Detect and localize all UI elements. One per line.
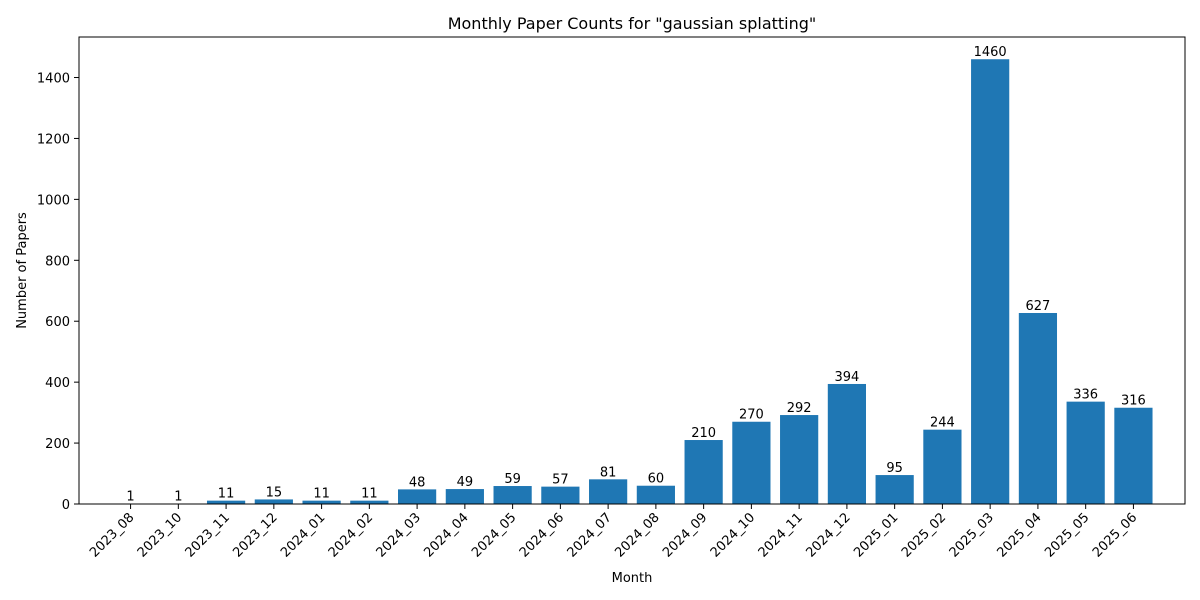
data-label-2024_06: 57	[552, 473, 569, 488]
y-tick-label-1200: 1200	[37, 132, 70, 147]
x-tick-label-2024_09: 2024_09	[660, 510, 710, 560]
bar-2025_04	[1018, 312, 1058, 504]
bars-group	[111, 59, 1153, 505]
y-tick-label-400: 400	[45, 376, 70, 391]
x-axis: 2023_082023_102023_112023_122024_012024_…	[87, 504, 1140, 561]
y-tick-label-200: 200	[45, 437, 70, 452]
data-label-2024_02: 11	[361, 487, 378, 502]
x-tick-label-2024_08: 2024_08	[612, 510, 662, 560]
x-tick-label-2024_01: 2024_01	[278, 510, 328, 560]
x-tick-label-2023_11: 2023_11	[183, 510, 233, 560]
bar-2024_10	[732, 421, 771, 504]
data-label-2024_07: 81	[600, 465, 617, 480]
bar-2024_03	[398, 489, 437, 504]
data-label-2024_03: 48	[409, 475, 426, 490]
data-label-2025_05: 336	[1073, 388, 1098, 403]
data-label-2025_04: 627	[1026, 299, 1051, 314]
data-label-2024_09: 210	[691, 426, 716, 441]
x-axis-label: Month	[612, 571, 653, 586]
bar-2023_11	[206, 500, 246, 504]
data-label-2024_05: 59	[504, 472, 521, 487]
bar-2025_06	[1114, 407, 1153, 504]
data-label-2023_10: 1	[174, 490, 182, 505]
bar-2024_07	[589, 479, 628, 504]
x-tick-label-2025_04: 2025_04	[994, 510, 1044, 560]
x-tick-label-2025_05: 2025_05	[1042, 510, 1092, 560]
bar-2023_12	[254, 499, 293, 504]
x-tick-label-2024_02: 2024_02	[326, 510, 376, 560]
x-tick-label-2023_08: 2023_08	[87, 510, 137, 560]
bar-2024_02	[350, 500, 389, 504]
y-tick-label-600: 600	[45, 315, 70, 330]
data-label-2025_03: 1460	[974, 45, 1007, 60]
bar-2024_09	[684, 440, 723, 504]
data-label-2023_08: 1	[126, 490, 134, 505]
x-tick-label-2025_01: 2025_01	[851, 510, 901, 560]
data-label-2024_10: 270	[739, 408, 764, 423]
bar-2024_01	[302, 500, 341, 504]
x-tick-label-2023_10: 2023_10	[135, 510, 185, 560]
bar-2024_11	[780, 415, 819, 504]
x-tick-label-2024_06: 2024_06	[517, 510, 567, 560]
x-tick-label-2024_12: 2024_12	[803, 510, 853, 560]
y-tick-label-800: 800	[45, 254, 70, 269]
bar-2025_05	[1066, 401, 1105, 504]
y-tick-label-0: 0	[62, 498, 70, 513]
data-label-2023_11: 11	[218, 487, 235, 502]
x-tick-label-2024_11: 2024_11	[756, 510, 806, 560]
bar-2025_01	[875, 475, 914, 504]
x-tick-label-2025_02: 2025_02	[899, 510, 949, 560]
bar-2025_03	[971, 59, 1010, 504]
x-tick-label-2024_04: 2024_04	[421, 510, 471, 560]
chart-title: Monthly Paper Counts for "gaussian splat…	[448, 14, 817, 33]
data-label-2024_11: 292	[787, 401, 812, 416]
y-tick-label-1000: 1000	[37, 193, 70, 208]
bar-2024_04	[445, 489, 484, 504]
bar-2024_05	[493, 486, 532, 504]
data-label-2024_08: 60	[648, 472, 665, 487]
y-tick-label-1400: 1400	[37, 72, 70, 87]
data-label-2023_12: 15	[266, 485, 283, 500]
bar-2025_02	[923, 429, 962, 504]
data-label-2025_06: 316	[1121, 394, 1146, 409]
plot-frame	[78, 36, 1186, 505]
data-label-2024_12: 394	[834, 370, 859, 385]
x-tick-label-2024_05: 2024_05	[469, 510, 519, 560]
x-tick-label-2024_10: 2024_10	[708, 510, 758, 560]
y-axis: 0 200 400 600 800 1000 1200 1400	[37, 72, 79, 513]
data-label-2025_02: 244	[930, 416, 955, 431]
data-label-2025_01: 95	[886, 461, 903, 476]
bar-2024_12	[827, 383, 866, 504]
data-label-2024_04: 49	[457, 475, 474, 490]
x-tick-label-2024_07: 2024_07	[565, 510, 615, 560]
bar-2024_06	[541, 486, 580, 504]
x-tick-label-2023_12: 2023_12	[230, 510, 280, 560]
y-axis-label: Number of Papers	[15, 212, 30, 329]
x-tick-label-2025_03: 2025_03	[947, 510, 997, 560]
data-label-2024_01: 11	[313, 487, 330, 502]
x-tick-label-2025_06: 2025_06	[1090, 510, 1140, 560]
x-tick-label-2024_03: 2024_03	[374, 510, 424, 560]
bar-2024_08	[636, 485, 675, 504]
